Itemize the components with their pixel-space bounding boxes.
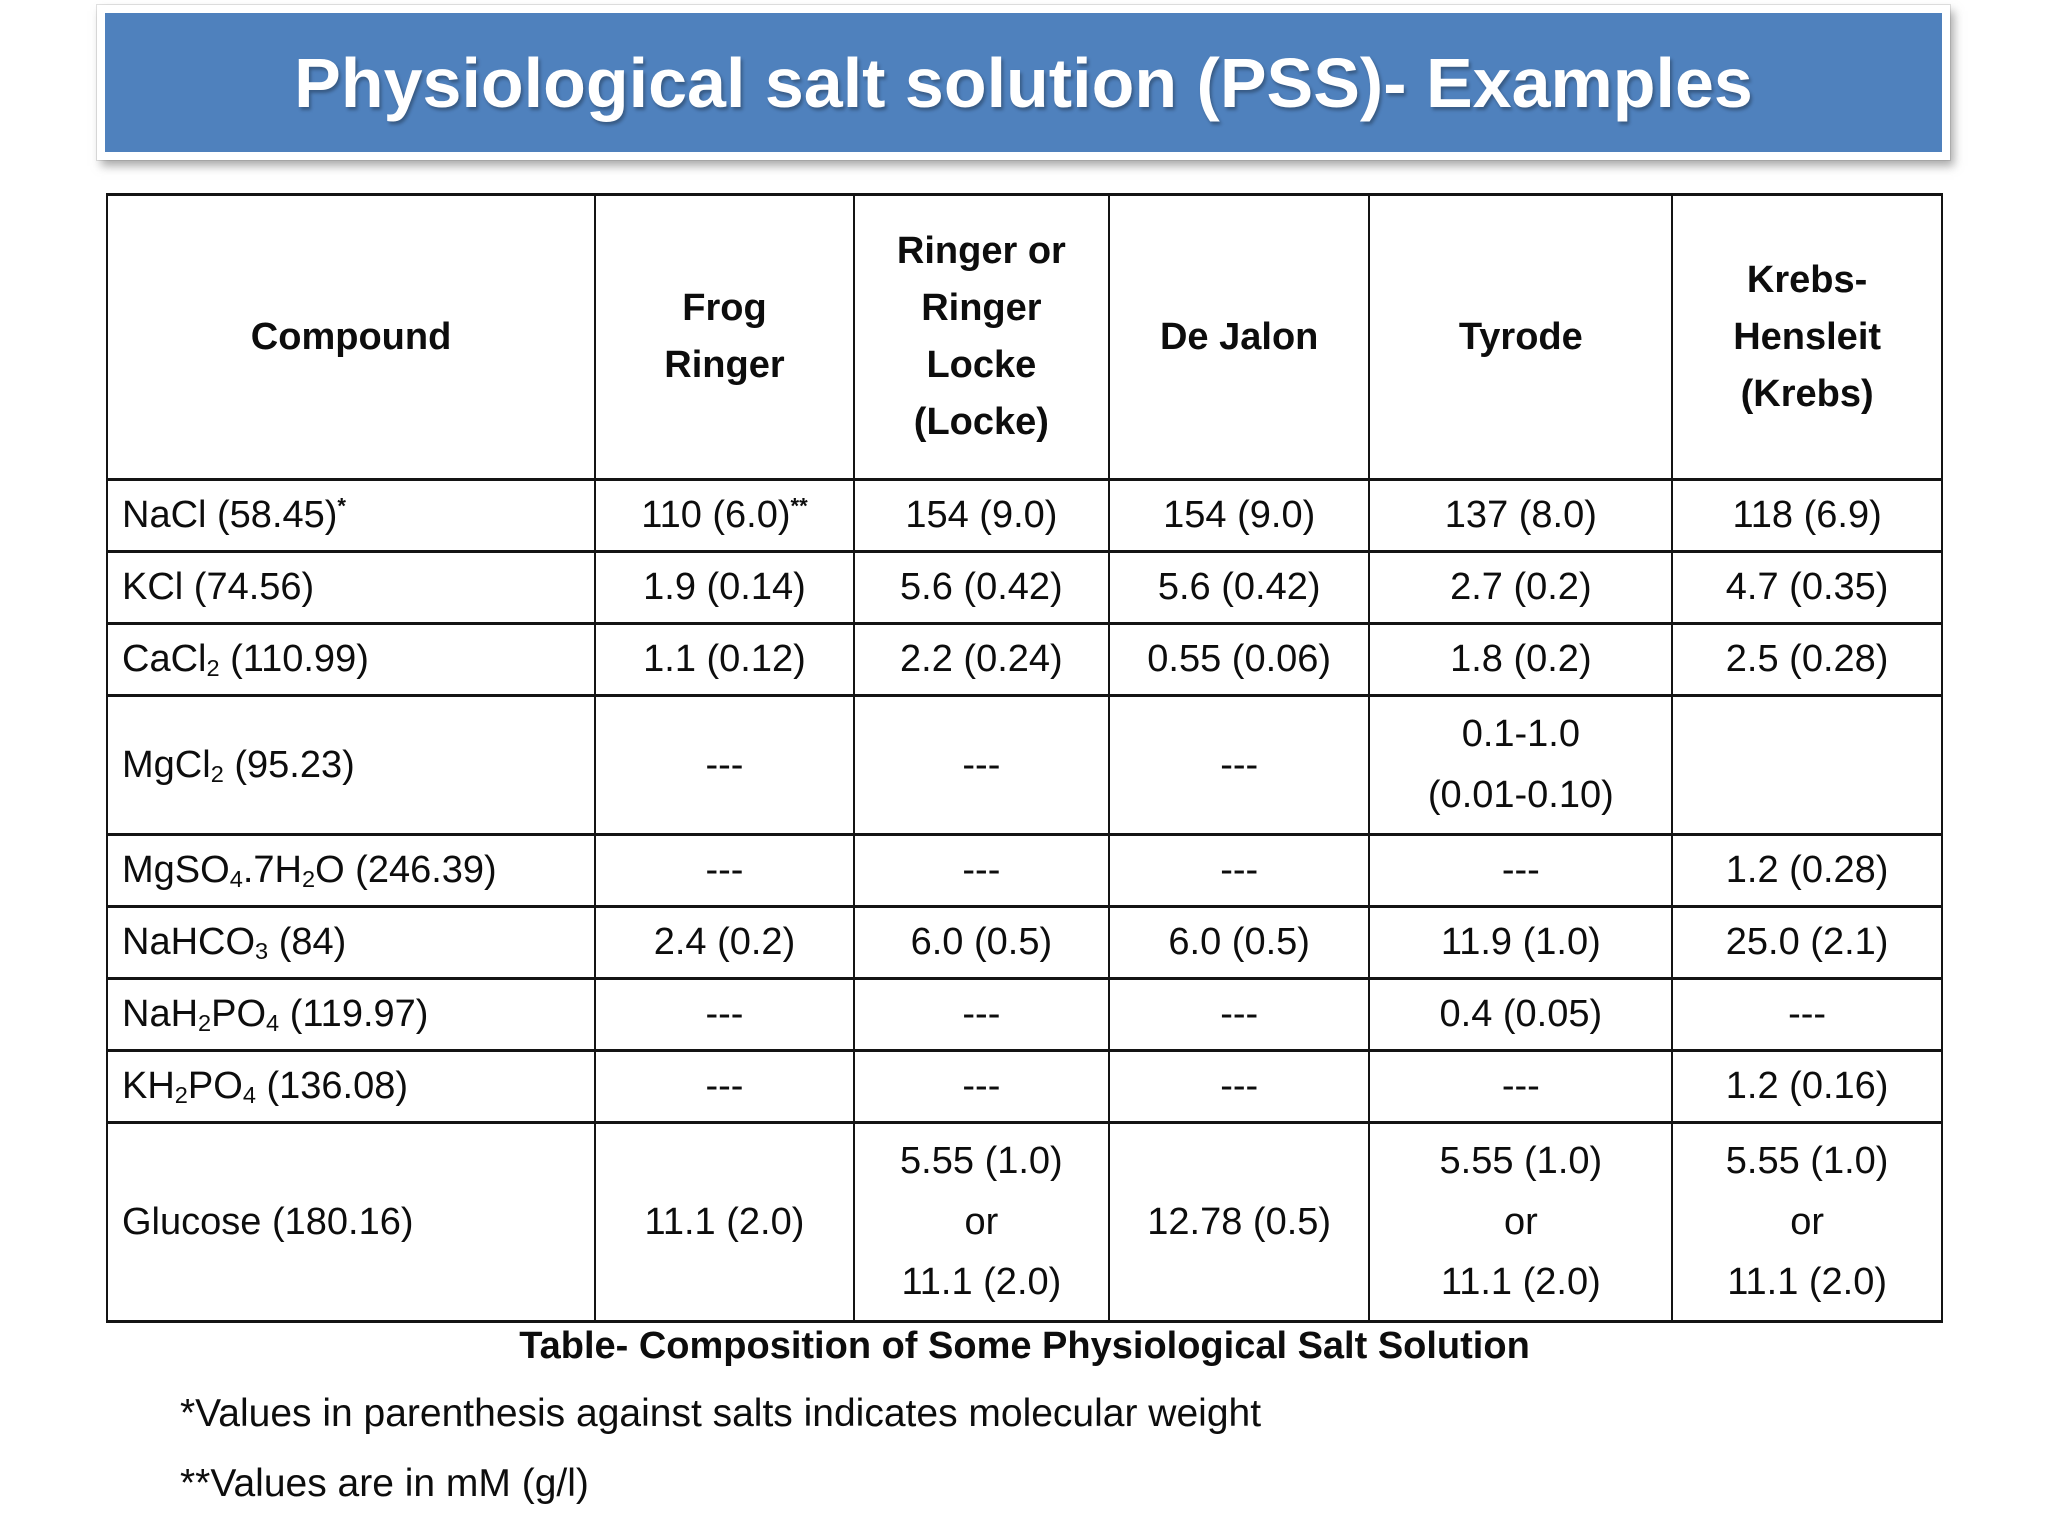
value-cell: --- (594, 1049, 855, 1124)
value-cell: --- (1107, 694, 1371, 836)
compound-cell: NaCl (58.45)* (105, 478, 597, 553)
footnote-molecular-weight: *Values in parenthesis against salts ind… (180, 1392, 1262, 1435)
pss-composition-table: Compound Frog Ringer Ringer or Ringer Locke (L… (105, 193, 1943, 1323)
column-header: Tyrode (1368, 193, 1674, 481)
table-row: Glucose (180.16) 11.1 (2.0) 5.55 (1.0) or 11… (105, 1121, 1943, 1323)
table-row: MgSO4.7H2O (246.39) --- --- --- --- 1.2 (0.28… (105, 833, 1943, 908)
compound-cell: CaCl2 (110.99) (105, 622, 597, 697)
value-cell: 25.0 (2.1) (1671, 905, 1943, 980)
value-cell: --- (594, 977, 855, 1052)
column-header: De Jalon (1107, 193, 1371, 481)
value-cell: 1.9 (0.14) (594, 550, 855, 625)
table-row: KH2PO4 (136.08) --- --- --- --- 1.2 (0.16) (105, 1049, 1943, 1124)
value-cell: --- (852, 833, 1110, 908)
value-cell: --- (852, 977, 1110, 1052)
value-cell: 1.8 (0.2) (1368, 622, 1674, 697)
table-row: CaCl2 (110.99) 1.1 (0.12) 2.2 (0.24) 0.55 (… (105, 622, 1943, 697)
table-body: NaCl (58.45)* 110 (6.0)** 154 (9.0) 154 (9.… (105, 478, 1943, 1323)
value-cell: 1.2 (0.28) (1671, 833, 1943, 908)
value-cell: 1.1 (0.12) (594, 622, 855, 697)
value-cell: 5.55 (1.0) or 11.1 (2.0) (1671, 1121, 1943, 1323)
value-cell: --- (594, 833, 855, 908)
value-cell: 154 (9.0) (852, 478, 1110, 553)
table-row: NaHCO3 (84) 2.4 (0.2) 6.0 (0.5) 6.0 (0.5) 11… (105, 905, 1943, 980)
slide-title-bar: Physiological salt solution (PSS)- Examp… (97, 5, 1950, 160)
value-cell: 5.6 (0.42) (852, 550, 1110, 625)
header-row: Compound Frog Ringer Ringer or Ringer Locke (L… (105, 193, 1943, 481)
value-cell: --- (1368, 1049, 1674, 1124)
value-cell: --- (852, 694, 1110, 836)
value-cell: 0.4 (0.05) (1368, 977, 1674, 1052)
table-row: NaH2PO4 (119.97) --- --- --- 0.4 (0.05) --- (105, 977, 1943, 1052)
value-cell: 2.4 (0.2) (594, 905, 855, 980)
value-cell: --- (1107, 833, 1371, 908)
compound-cell: KH2PO4 (136.08) (105, 1049, 597, 1124)
value-cell (1671, 694, 1943, 836)
table-row: KCl (74.56) 1.9 (0.14) 5.6 (0.42) 5.6 (0.42… (105, 550, 1943, 625)
value-cell: --- (594, 694, 855, 836)
table-caption: Table- Composition of Some Physiological… (519, 1325, 1530, 1367)
column-header: Krebs- Hensleit (Krebs) (1671, 193, 1943, 481)
value-cell: 2.7 (0.2) (1368, 550, 1674, 625)
compound-cell: NaH2PO4 (119.97) (105, 977, 597, 1052)
table-row: MgCl2 (95.23) --- --- --- 0.1-1.0 (0.01-0.10) (105, 694, 1943, 836)
value-cell: 11.1 (2.0) (594, 1121, 855, 1323)
value-cell: --- (1107, 1049, 1371, 1124)
value-cell: 6.0 (0.5) (1107, 905, 1371, 980)
footnote-units: **Values are in mM (g/l) (180, 1462, 589, 1505)
value-cell: --- (1107, 977, 1371, 1052)
compound-cell: Glucose (180.16) (105, 1121, 597, 1323)
compound-cell: MgSO4.7H2O (246.39) (105, 833, 597, 908)
value-cell: 118 (6.9) (1671, 478, 1943, 553)
value-cell: 0.1-1.0 (0.01-0.10) (1368, 694, 1674, 836)
column-header: Frog Ringer (594, 193, 855, 481)
value-cell: 12.78 (0.5) (1107, 1121, 1371, 1323)
column-header: Compound (105, 193, 597, 481)
value-cell: 6.0 (0.5) (852, 905, 1110, 980)
value-cell: 110 (6.0)** (594, 478, 855, 553)
table-row: NaCl (58.45)* 110 (6.0)** 154 (9.0) 154 (9.… (105, 478, 1943, 553)
value-cell: 2.2 (0.24) (852, 622, 1110, 697)
table-head: Compound Frog Ringer Ringer or Ringer Locke (L… (105, 193, 1943, 481)
value-cell: --- (1671, 977, 1943, 1052)
compound-cell: KCl (74.56) (105, 550, 597, 625)
value-cell: 154 (9.0) (1107, 478, 1371, 553)
value-cell: 11.9 (1.0) (1368, 905, 1674, 980)
value-cell: --- (1368, 833, 1674, 908)
value-cell: 0.55 (0.06) (1107, 622, 1371, 697)
value-cell: 5.6 (0.42) (1107, 550, 1371, 625)
value-cell: 137 (8.0) (1368, 478, 1674, 553)
value-cell: 4.7 (0.35) (1671, 550, 1943, 625)
value-cell: 1.2 (0.16) (1671, 1049, 1943, 1124)
page-title: Physiological salt solution (PSS)- Examp… (294, 43, 1753, 122)
column-header: Ringer or Ringer Locke (Locke) (852, 193, 1110, 481)
value-cell: 2.5 (0.28) (1671, 622, 1943, 697)
compound-cell: MgCl2 (95.23) (105, 694, 597, 836)
compound-cell: NaHCO3 (84) (105, 905, 597, 980)
value-cell: --- (852, 1049, 1110, 1124)
value-cell: 5.55 (1.0) or 11.1 (2.0) (1368, 1121, 1674, 1323)
value-cell: 5.55 (1.0) or 11.1 (2.0) (852, 1121, 1110, 1323)
